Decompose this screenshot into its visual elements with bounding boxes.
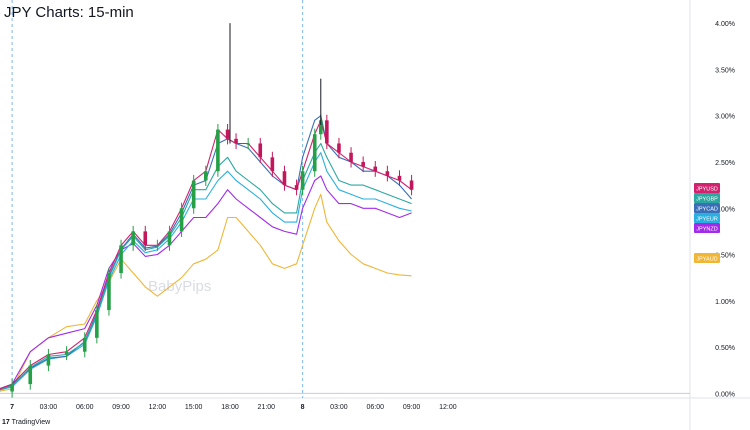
legend-badge-jpyusd xyxy=(694,183,720,193)
candle-body-27 xyxy=(318,120,323,135)
candle-body-15 xyxy=(191,180,196,209)
legend-label-jpyaud: JPYAUD xyxy=(696,257,717,263)
y-tick-label-2: 1.00% xyxy=(715,299,735,306)
legend-label-jpynzd: JPYNZD xyxy=(696,227,717,233)
legend-label-jpyeur: JPYEUR xyxy=(696,217,718,223)
legend-label-jpycad: JPYCAD xyxy=(696,207,718,213)
candle-body-34 xyxy=(397,175,402,181)
y-tick-label-5: 2.50% xyxy=(715,160,735,167)
x-tick-label-7: 21:00 xyxy=(258,404,276,411)
x-tick-label-12: 12:00 xyxy=(439,404,457,411)
x-tick-label-8: 8 xyxy=(301,404,305,411)
candle-body-23 xyxy=(282,171,287,186)
y-tick-label-0: 0.00% xyxy=(715,391,735,398)
y-tick-label-7: 3.50% xyxy=(715,67,735,74)
x-tick-label-3: 09:00 xyxy=(112,404,130,411)
candle-body-22 xyxy=(270,157,275,172)
candle-body-29 xyxy=(337,143,341,153)
y-tick-label-1: 0.50% xyxy=(715,345,735,352)
x-tick-label-1: 03:00 xyxy=(40,404,58,411)
x-tick-label-6: 18:00 xyxy=(221,404,239,411)
x-tick-label-0: 7 xyxy=(10,404,14,411)
candle-body-14 xyxy=(179,208,184,232)
tradingview-brand-text: TradingView xyxy=(11,419,51,426)
chart-title: JPY Charts: 15-min xyxy=(4,4,134,21)
legend-badge-jpynzd xyxy=(694,223,720,233)
series-line-jpynzd xyxy=(0,175,412,390)
x-tick-label-10: 06:00 xyxy=(366,404,384,411)
candle-body-2 xyxy=(10,384,14,392)
y-tick-label-8: 4.00% xyxy=(715,21,735,28)
candle-body-26 xyxy=(312,134,317,172)
candle-body-24 xyxy=(294,185,299,190)
candle-body-17 xyxy=(216,129,220,172)
y-tick-label-3: 1.50% xyxy=(715,253,735,260)
y-tick-label-6: 3.00% xyxy=(715,114,735,121)
candle-body-10 xyxy=(131,231,135,246)
candle-body-8 xyxy=(107,273,111,311)
y-tick-label-4: 2.00% xyxy=(715,206,735,213)
legend-badge-jpycad xyxy=(694,203,720,213)
candle-body-32 xyxy=(373,166,378,172)
x-tick-label-9: 03:00 xyxy=(330,404,348,411)
legend-badge-jpygbp xyxy=(694,193,720,203)
candle-body-7 xyxy=(95,310,99,338)
candle-body-3 xyxy=(28,365,33,385)
candle-body-28 xyxy=(325,120,329,144)
candle-body-33 xyxy=(385,171,390,176)
series-line-jpyeur xyxy=(0,152,412,391)
x-tick-label-2: 06:00 xyxy=(76,404,94,411)
legend-label-jpygbp: JPYGBP xyxy=(696,197,718,203)
x-tick-label-4: 12:00 xyxy=(149,404,167,411)
legend-badge-jpyaud xyxy=(694,253,720,263)
x-tick-label-11: 09:00 xyxy=(403,404,421,411)
candle-body-35 xyxy=(409,180,414,190)
candle-body-19 xyxy=(234,138,238,144)
candle-body-4 xyxy=(46,354,51,366)
candle-body-25 xyxy=(300,171,305,190)
candle-body-20 xyxy=(246,143,250,145)
candle-body-6 xyxy=(82,337,87,352)
series-line-jpyaud xyxy=(0,193,412,392)
series-line-jpyusd xyxy=(0,119,412,390)
x-tick-label-5: 15:00 xyxy=(185,404,203,411)
candle-body-31 xyxy=(361,161,365,167)
candle-body-9 xyxy=(119,245,123,274)
candle-body-21 xyxy=(258,143,263,158)
candle-body-16 xyxy=(203,171,208,181)
legend-label-jpyusd: JPYUSD xyxy=(696,187,718,193)
candle-body-11 xyxy=(143,231,148,246)
tradingview-logo: 17 TradingView xyxy=(2,419,50,426)
candle-body-18 xyxy=(225,129,230,139)
candle-body-30 xyxy=(349,152,353,162)
candle-body-5 xyxy=(64,351,69,355)
tradingview-logo-mark: 17 xyxy=(2,419,10,426)
series-line-jpygbp xyxy=(0,142,412,391)
candle-body-12 xyxy=(155,245,160,247)
candle-body-13 xyxy=(167,231,172,246)
legend-badge-jpyeur xyxy=(694,213,720,223)
